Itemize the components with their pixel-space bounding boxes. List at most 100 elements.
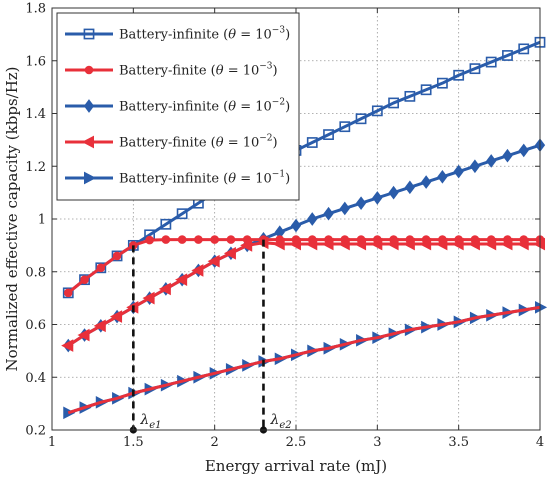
data-point	[290, 218, 302, 233]
data-point	[62, 287, 74, 299]
y-tick-label: 0.2	[25, 424, 46, 439]
y-tick-label: 1	[38, 213, 46, 228]
data-point	[142, 291, 155, 305]
data-point	[111, 250, 123, 262]
data-point	[518, 143, 529, 158]
legend-label: Battery-finite (θ = 10−3)	[119, 62, 278, 79]
data-point	[61, 339, 74, 352]
x-tick-label: 2.5	[286, 435, 307, 450]
data-point	[177, 235, 187, 244]
y-tick-label: 0.6	[25, 318, 46, 333]
data-point	[518, 43, 530, 55]
series-line	[67, 305, 541, 415]
data-point	[79, 274, 90, 286]
data-point	[307, 212, 318, 226]
legend-label: Battery-infinite (θ = 10−2)	[119, 98, 290, 115]
data-point	[339, 201, 350, 216]
data-point	[404, 90, 416, 102]
annotation-label: λe1	[139, 412, 161, 431]
data-point	[420, 84, 432, 96]
x-tick-label: 1.5	[123, 435, 144, 450]
legend-label: Battery-infinite (θ = 10−3)	[119, 26, 290, 43]
data-point	[438, 235, 447, 244]
x-tick-label: 3.5	[448, 435, 469, 450]
data-point	[404, 180, 415, 195]
data-point	[503, 235, 512, 244]
data-point	[63, 288, 73, 298]
data-point	[145, 235, 154, 245]
legend-swatch-marker	[84, 171, 97, 185]
data-point	[226, 235, 236, 244]
y-tick-label: 1.4	[25, 107, 46, 122]
legend-label: Battery-infinite (θ = 10−1)	[119, 170, 290, 187]
data-point	[323, 129, 334, 140]
data-point	[194, 235, 203, 244]
data-point	[223, 246, 236, 260]
series-1	[63, 235, 545, 298]
data-point	[175, 273, 188, 286]
data-point	[469, 63, 481, 75]
legend-swatch-marker	[83, 99, 95, 113]
data-point	[372, 191, 383, 205]
data-point	[453, 164, 464, 179]
data-point	[109, 310, 123, 323]
data-point	[388, 97, 399, 109]
data-point	[389, 235, 398, 244]
data-point	[95, 262, 107, 274]
legend-swatch-marker	[83, 28, 95, 40]
data-point	[291, 235, 301, 244]
data-point	[275, 235, 285, 244]
y-tick-label: 1.8	[25, 2, 46, 17]
data-point	[307, 235, 317, 244]
data-point	[519, 235, 529, 244]
data-point	[486, 235, 496, 244]
data-point	[324, 235, 333, 244]
legend: Battery-infinite (θ = 10−3) Battery-finit…	[56, 12, 300, 201]
data-point	[306, 137, 318, 148]
data-point	[371, 105, 383, 117]
data-point	[158, 282, 171, 296]
data-point	[77, 328, 90, 342]
data-point	[436, 77, 448, 89]
legend-label: Battery-finite (θ = 10−2)	[119, 134, 278, 151]
data-point	[421, 175, 432, 189]
data-point	[356, 235, 366, 244]
data-point	[323, 206, 334, 221]
data-point	[486, 154, 497, 168]
data-point	[454, 235, 463, 244]
data-point	[242, 235, 252, 244]
data-point	[93, 319, 106, 333]
data-point	[207, 254, 220, 268]
data-point	[421, 235, 431, 244]
data-point	[160, 218, 172, 230]
legend-swatch-marker	[84, 65, 94, 75]
data-point	[96, 263, 106, 273]
y-axis-label: Normalized effective capacity (kbps/Hz)	[3, 66, 21, 371]
y-tick-label: 0.8	[25, 265, 46, 280]
data-point	[485, 56, 497, 68]
legend-swatch-marker	[81, 135, 94, 149]
data-point	[502, 148, 513, 163]
series-5	[67, 305, 541, 415]
data-point	[161, 235, 171, 244]
x-tick-label: 3	[373, 435, 381, 450]
x-tick-label: 4	[536, 435, 544, 450]
x-axis-label: Energy arrival rate (mJ)	[205, 457, 387, 475]
series-group	[61, 36, 548, 420]
data-point	[437, 169, 448, 184]
x-tick-label: 2	[211, 435, 219, 450]
axis-ticks: 1 1.5 2 2.5 3 3.5 4 0.2 0.4 0.6 0.8 1 1.2 1.4 1.6 1.8	[25, 2, 544, 451]
data-point	[373, 235, 382, 244]
data-point	[355, 113, 367, 125]
y-tick-label: 0.4	[25, 371, 46, 386]
x-tick-label: 1	[48, 435, 56, 450]
data-point	[388, 185, 399, 200]
annotation-label: λe2	[269, 412, 291, 431]
data-point	[470, 235, 480, 244]
data-point	[80, 275, 89, 284]
data-point	[405, 235, 415, 244]
y-tick-label: 1.6	[25, 54, 46, 69]
data-point	[210, 235, 219, 244]
